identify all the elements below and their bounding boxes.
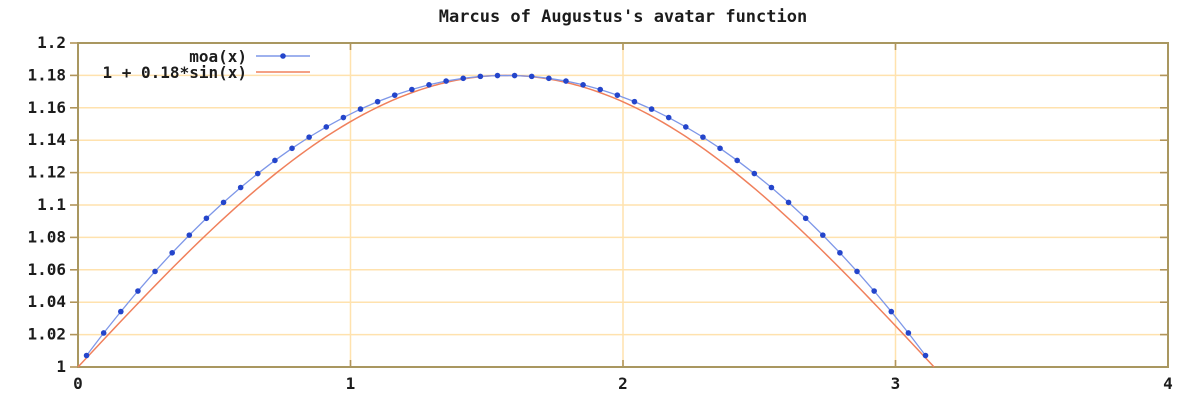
- moa-point: [734, 157, 740, 164]
- moa-point: [597, 86, 604, 93]
- moa-point: [203, 215, 210, 222]
- moa-point: [83, 352, 90, 359]
- y-tick-label: 1.02: [27, 325, 66, 344]
- moa-point: [169, 249, 175, 256]
- moa-point: [237, 184, 244, 191]
- x-tick-label: 0: [73, 374, 83, 393]
- moa-point: [118, 308, 124, 315]
- moa-point: [871, 288, 877, 294]
- x-tick-label: 1: [346, 374, 356, 393]
- moa-point: [477, 73, 484, 80]
- moa-point: [546, 75, 552, 82]
- moa-point: [426, 82, 432, 88]
- axis-ticks: [70, 42, 1168, 368]
- y-tick-label: 1.2: [37, 33, 66, 52]
- moa-point: [922, 352, 929, 359]
- moa-point: [186, 232, 193, 238]
- moa-point: [357, 106, 364, 112]
- moa-point: [272, 157, 278, 164]
- moa-point: [391, 92, 398, 98]
- moa-point: [254, 170, 261, 177]
- moa-point: [100, 330, 107, 336]
- moa-point: [563, 78, 569, 84]
- moa-point: [837, 249, 843, 256]
- moa-point: [152, 268, 158, 275]
- moa-point: [751, 170, 758, 177]
- moa-point: [665, 114, 672, 121]
- y-tick-label: 1.08: [27, 227, 66, 246]
- moa-point: [614, 92, 621, 98]
- moa-point: [306, 134, 312, 140]
- moa-point: [820, 232, 826, 238]
- grid: [78, 43, 1168, 367]
- sine-curve: [77, 74, 935, 368]
- moa-line: [86, 74, 927, 356]
- moa-point: [802, 215, 809, 222]
- y-tick-label: 1.18: [27, 65, 66, 84]
- y-tick-label: 1.04: [27, 292, 66, 311]
- y-tick-label: 1: [56, 357, 66, 376]
- moa-point: [494, 72, 501, 79]
- axis-labels: 1 1.02 1.04 1.06 1.08 1.1 1.12 1.14 1.16 1.18 1.2 0…: [27, 33, 1172, 393]
- legend-sample-point-moa: [280, 53, 286, 59]
- moa-point: [374, 98, 381, 105]
- legend-label-moa: moa(x): [189, 47, 247, 66]
- moa-point: [460, 75, 467, 82]
- moa-point: [443, 78, 449, 84]
- y-tick-label: 1.1: [37, 195, 66, 214]
- y-tick-label: 1.16: [27, 98, 66, 117]
- moa-point: [854, 268, 860, 275]
- moa-point: [511, 72, 518, 79]
- moa-point: [768, 184, 775, 191]
- moa-point: [323, 124, 330, 130]
- moa-point: [785, 199, 792, 206]
- moa-point: [700, 134, 706, 140]
- moa-point: [888, 308, 895, 315]
- x-tick-label: 2: [618, 374, 628, 393]
- y-tick-label: 1.14: [27, 130, 66, 149]
- moa-point: [340, 114, 347, 121]
- legend-label-sine: 1 + 0.18*sin(x): [103, 63, 248, 82]
- moa-point: [905, 330, 912, 336]
- x-tick-label: 4: [1163, 374, 1173, 393]
- moa-point: [409, 86, 415, 93]
- moa-point: [289, 145, 295, 152]
- plot-border: [77, 42, 1169, 368]
- legend: moa(x) 1 + 0.18*sin(x): [103, 47, 310, 82]
- moa-point: [580, 82, 586, 88]
- moa-point: [631, 98, 638, 105]
- series: [77, 72, 935, 368]
- y-tick-label: 1.06: [27, 260, 66, 279]
- moa-point: [683, 124, 689, 130]
- y-tick-label: 1.12: [27, 163, 66, 182]
- moa-point: [220, 199, 227, 206]
- moa-point: [135, 288, 141, 294]
- chart-title: Marcus of Augustus's avatar function: [439, 7, 807, 27]
- moa-point: [528, 73, 535, 80]
- moa-point: [717, 145, 723, 152]
- x-tick-label: 3: [891, 374, 901, 393]
- moa-point: [648, 106, 655, 112]
